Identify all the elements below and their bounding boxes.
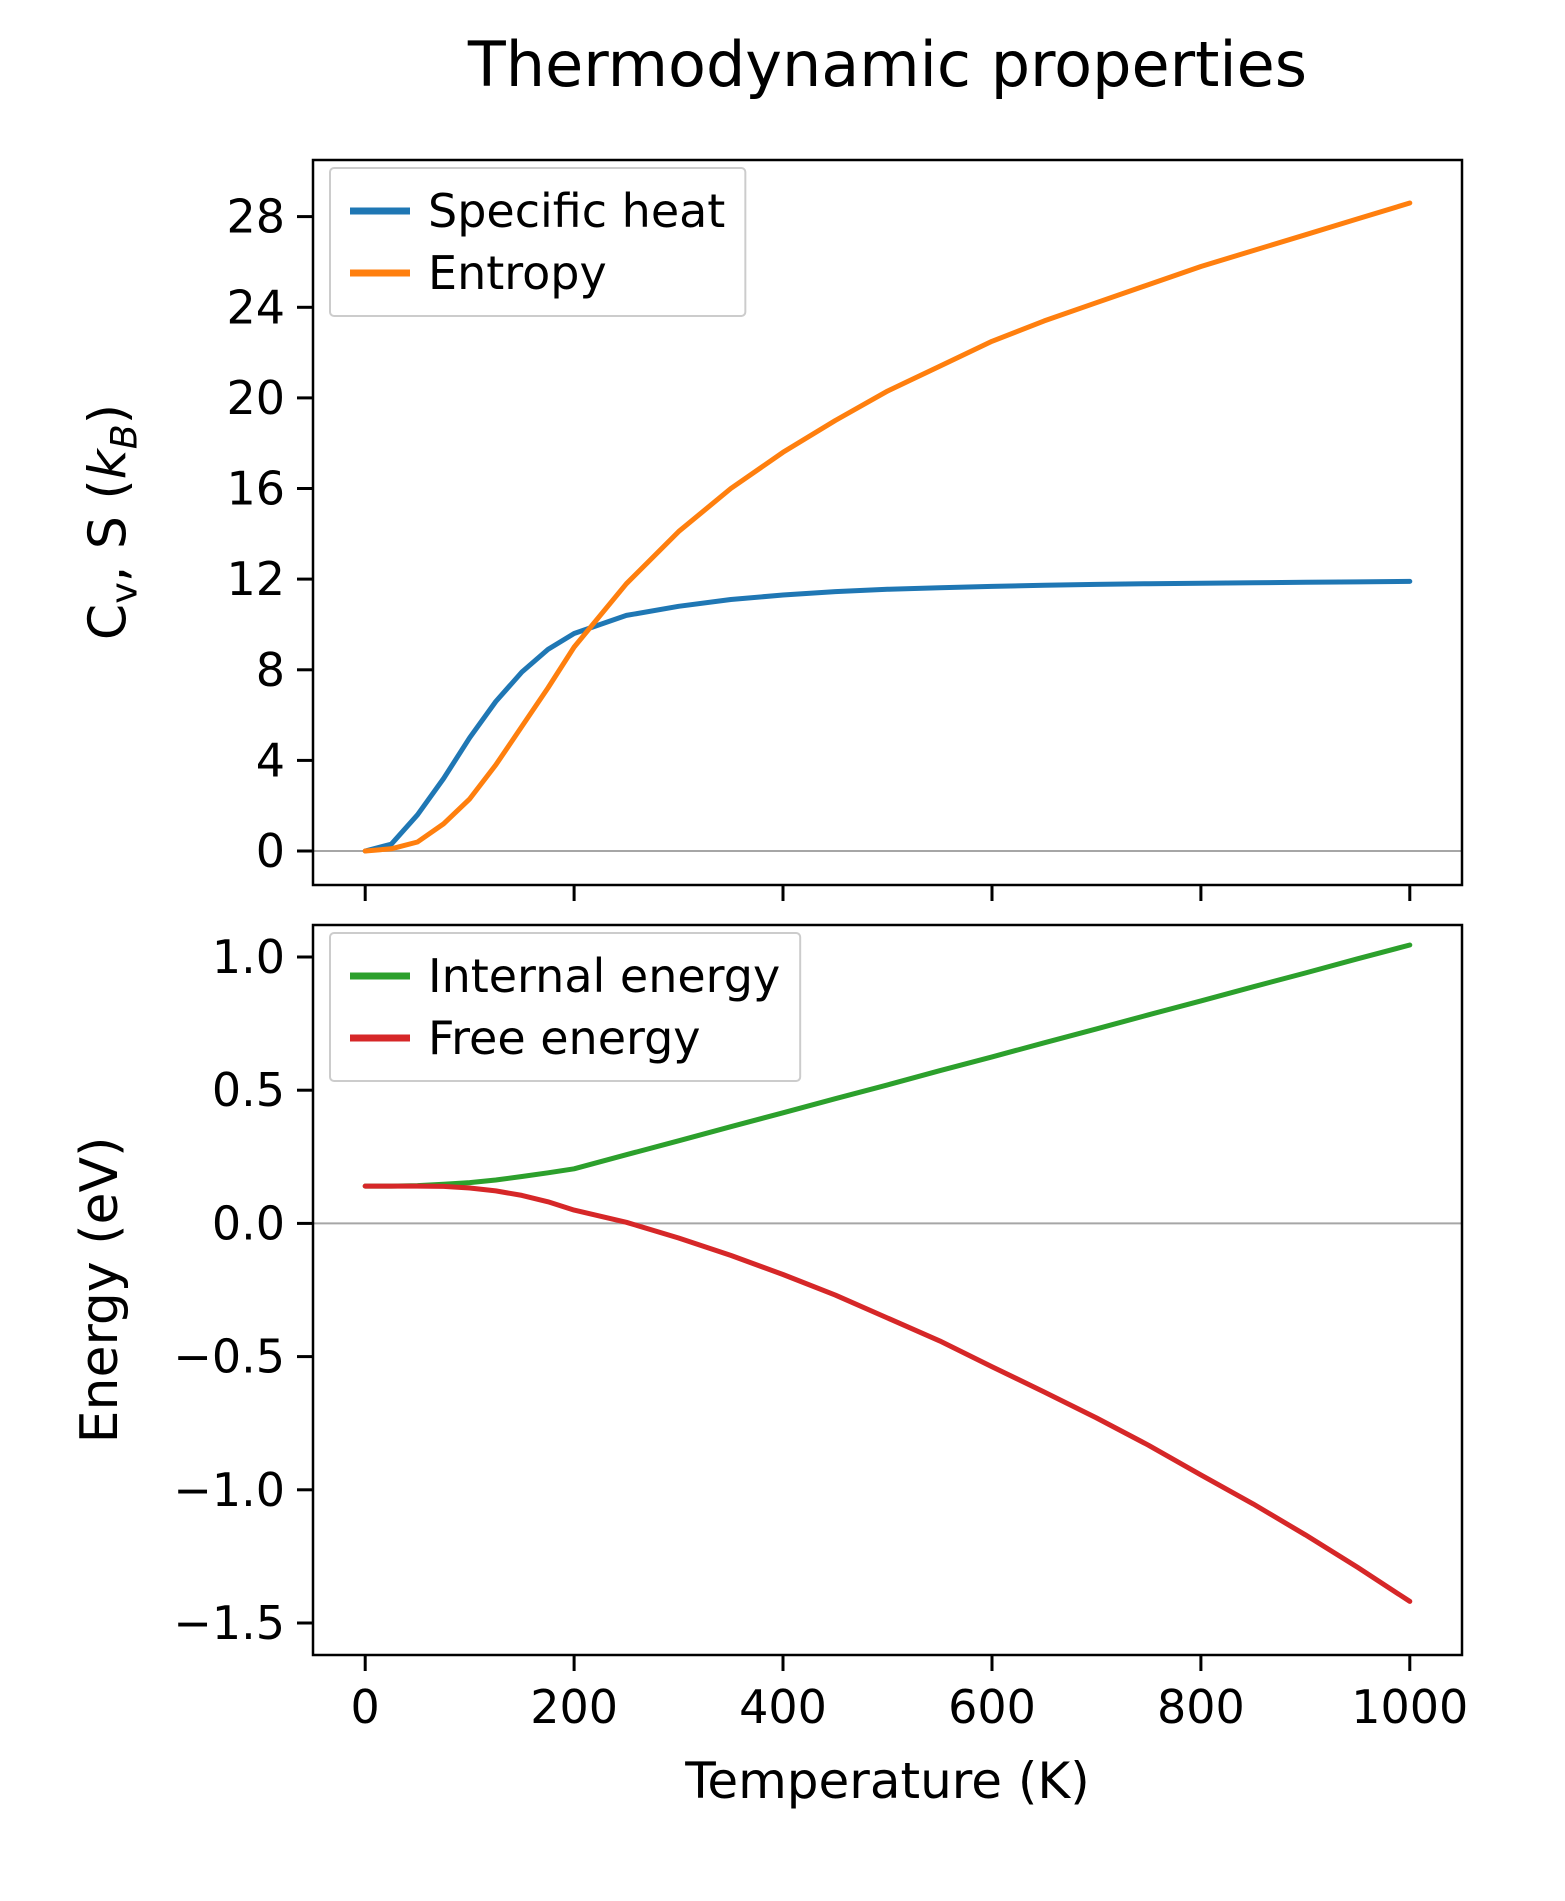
y-tick-label: 8 xyxy=(256,643,285,697)
entropy-line xyxy=(362,200,1413,854)
legend-frame xyxy=(329,932,802,1082)
internal-energy-legend-label: Internal energy xyxy=(428,949,780,1003)
y-tick-label: 1.0 xyxy=(212,930,285,984)
y-tick-label: 28 xyxy=(226,190,285,244)
y-tick-label: 4 xyxy=(256,733,285,787)
axes-frame xyxy=(311,158,1464,887)
x-tick-label: 1000 xyxy=(1351,1680,1468,1734)
x-tick-label: 400 xyxy=(739,1680,827,1734)
specific-heat-line xyxy=(362,578,1413,854)
legend: Internal energy Free energy xyxy=(329,932,802,1082)
x-axis-label: Temperature (K) xyxy=(685,1752,1090,1810)
free-energy-legend-label: Free energy xyxy=(428,1011,701,1065)
x-tick-label: 800 xyxy=(1157,1680,1245,1734)
plot-energy: −1.5 −1.0 −0.5 0.0 0.5 1.0 0 200 400 600 800 1000 In… xyxy=(173,923,1468,1734)
y-tick-label: 16 xyxy=(226,462,285,516)
x-tick-label: 600 xyxy=(948,1680,1036,1734)
plot-specific-heat-entropy: 0 4 8 12 16 20 24 28 Specific heat Entropy xyxy=(226,158,1464,901)
axes-frame xyxy=(311,923,1464,1657)
free-energy-line xyxy=(362,1183,1413,1604)
y-tick-label: 0 xyxy=(256,824,285,878)
legend-frame xyxy=(329,167,747,317)
internal-energy-line xyxy=(362,942,1413,1189)
y-tick-label: −0.5 xyxy=(173,1330,285,1384)
y-tick-label: 0.5 xyxy=(212,1063,285,1117)
y-tick-label: 0.0 xyxy=(212,1196,285,1250)
entropy-legend-label: Entropy xyxy=(428,246,607,300)
y-tick-label: −1.0 xyxy=(173,1463,285,1517)
figure-title: Thermodynamic properties xyxy=(467,28,1308,101)
y-tick-label: 20 xyxy=(226,371,285,425)
x-tick-label: 200 xyxy=(530,1680,618,1734)
legend: Specific heat Entropy xyxy=(329,167,747,317)
specific-heat-legend-label: Specific heat xyxy=(428,184,725,238)
x-tick-label: 0 xyxy=(351,1680,380,1734)
y-tick-label: 12 xyxy=(226,552,285,606)
y-tick-label: 24 xyxy=(226,280,285,334)
y-tick-label: −1.5 xyxy=(173,1596,285,1650)
